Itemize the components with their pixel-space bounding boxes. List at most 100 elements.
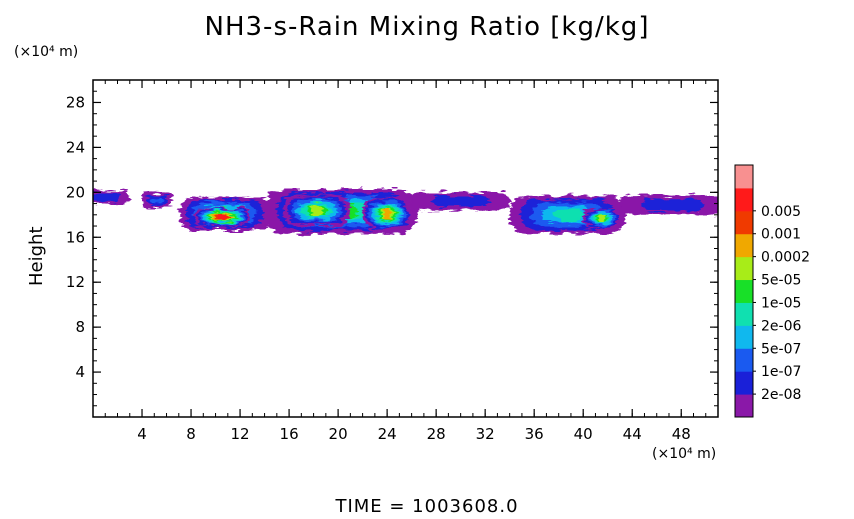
heatmap-region xyxy=(178,196,271,231)
colorbar-label: 0.0002 xyxy=(761,250,810,266)
heatmap-cell xyxy=(371,202,403,225)
colorbar-swatch xyxy=(735,165,753,189)
heatmap-cell xyxy=(365,198,409,229)
colorbar-swatch xyxy=(735,210,753,235)
heatmap-cell xyxy=(411,192,510,211)
heatmap-cell xyxy=(287,196,346,224)
heatmap-cell xyxy=(301,203,333,218)
heatmap-cell xyxy=(383,207,392,220)
colorbar-swatch xyxy=(735,325,753,349)
colorbar-label: 2e-08 xyxy=(761,387,801,403)
heatmap-region xyxy=(509,195,627,234)
heatmap-region xyxy=(362,196,412,231)
heatmap-cell xyxy=(194,208,250,227)
heatmap-cell xyxy=(178,196,271,231)
y-tick-label: 4 xyxy=(75,363,85,381)
colorbar-frame xyxy=(734,164,754,418)
x-tick-label: 40 xyxy=(574,425,593,443)
heatmap-cell xyxy=(310,204,324,216)
x-tick-label: 44 xyxy=(623,425,642,443)
time-label: TIME = 1003608.0 xyxy=(335,496,519,517)
colorbar-swatch xyxy=(735,279,753,303)
heatmap-cell xyxy=(590,212,613,225)
heatmap-cell xyxy=(300,199,382,224)
heatmap-cell xyxy=(552,208,583,222)
heatmap-cell xyxy=(205,211,240,223)
y-tick-label: 24 xyxy=(66,138,85,156)
heatmap-cell xyxy=(200,209,245,225)
heatmap-cell xyxy=(197,208,248,226)
heatmap-cell xyxy=(93,192,120,201)
heatmap-region xyxy=(282,194,351,227)
heatmap-cell xyxy=(215,213,229,221)
heatmap-cell xyxy=(218,213,227,221)
heatmap-cell xyxy=(210,213,234,221)
x-tick-label: 4 xyxy=(137,425,147,443)
heatmap-cell xyxy=(296,200,337,220)
x-tick-label: 24 xyxy=(378,425,397,443)
heatmap-cell xyxy=(593,213,611,223)
colorbar-label: 0.005 xyxy=(761,204,801,220)
colorbar: 2e-08 1e-07 5e-07 2e-06 1e-05 5e-05 0.0002 0.00… xyxy=(734,164,810,418)
heatmap-cell xyxy=(207,207,242,220)
colorbar-swatch xyxy=(735,233,753,258)
heatmap-cell xyxy=(595,214,608,222)
heatmap-cell xyxy=(324,203,358,220)
heatmap-cell xyxy=(588,210,615,226)
heatmap-region xyxy=(194,208,250,227)
y-tick-label: 20 xyxy=(66,183,85,201)
x-tick-label: 8 xyxy=(186,425,196,443)
heatmap-cell xyxy=(368,200,406,227)
x-tick-label: 12 xyxy=(231,425,250,443)
colorbar-swatch xyxy=(735,348,753,372)
colorbar-label: 0.001 xyxy=(761,227,801,243)
x-axis-unit: (×10⁴ m) xyxy=(652,446,717,462)
heatmap-cell xyxy=(282,194,351,227)
heatmap-region xyxy=(142,192,173,209)
x-tick-label: 16 xyxy=(280,425,299,443)
heatmap-cell xyxy=(214,207,235,220)
heatmap-cell xyxy=(142,192,173,209)
heatmap-cell xyxy=(276,192,406,231)
colorbar-label: 1e-05 xyxy=(761,295,801,311)
colorbar-swatch xyxy=(735,187,753,212)
x-tick-label: 32 xyxy=(476,425,495,443)
colorbar-label: 2e-06 xyxy=(761,318,801,334)
heatmap-cell xyxy=(583,208,620,229)
heatmap-cell xyxy=(542,206,594,224)
colorbar-swatch xyxy=(735,302,753,326)
heatmap-cell xyxy=(377,206,398,221)
heatmap-cell xyxy=(207,212,237,222)
colorbar-label: 5e-07 xyxy=(761,341,801,357)
heatmap-cell xyxy=(374,204,400,223)
heatmap-cell xyxy=(146,194,169,206)
y-tick-label: 28 xyxy=(66,93,85,111)
heatmap-cell xyxy=(200,204,250,223)
heatmap-region xyxy=(583,208,620,229)
colorbar-swatch xyxy=(735,256,753,281)
heatmap-cell xyxy=(264,188,418,234)
chart-title: NH3-s-Rain Mixing Ratio [kg/kg] xyxy=(204,12,650,42)
heatmap-region xyxy=(411,192,510,211)
y-tick-label: 16 xyxy=(66,228,85,246)
heatmap-field xyxy=(93,188,718,234)
heatmap-cell xyxy=(305,204,328,216)
heatmap-region xyxy=(619,194,718,215)
heatmap-cell xyxy=(213,213,232,221)
heatmap-cell xyxy=(312,203,370,220)
heatmap-cell xyxy=(193,202,257,226)
heatmap-cell xyxy=(380,207,395,220)
heatmap-cell xyxy=(93,190,130,204)
colorbar-label: 5e-05 xyxy=(761,273,801,289)
x-tick-label: 28 xyxy=(427,425,446,443)
y-tick-label: 8 xyxy=(75,318,85,336)
heatmap-cell xyxy=(151,196,164,204)
heatmap-cell xyxy=(185,199,264,228)
heatmap-region xyxy=(93,190,130,204)
heatmap-cell xyxy=(531,202,605,227)
heatmap-cell xyxy=(288,195,394,227)
colorbar-swatch xyxy=(735,371,753,395)
y-axis-label: Height xyxy=(26,226,47,286)
heatmap-cell xyxy=(641,198,703,211)
